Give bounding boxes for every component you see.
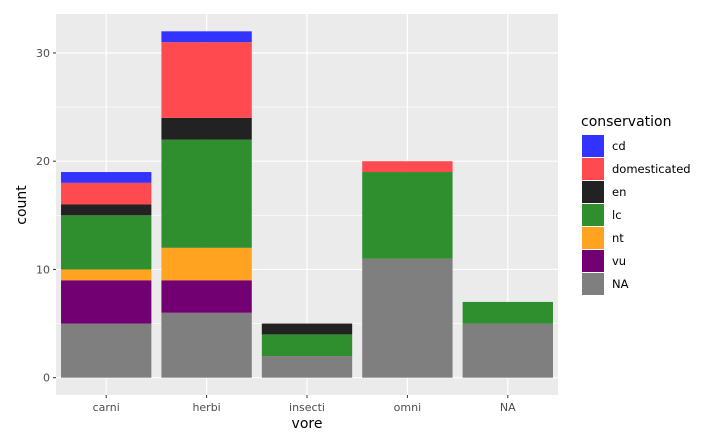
- bar-segment-nt-carni: [61, 269, 152, 281]
- legend-key-nt: [582, 227, 604, 249]
- legend-title: conservation: [581, 114, 671, 130]
- legend-label-domesticated: domesticated: [612, 162, 691, 176]
- bar-segment-lc-insecti: [261, 334, 353, 357]
- legend-label-nt: nt: [612, 231, 624, 245]
- bar-segment-lc-omni: [362, 172, 453, 259]
- bar-segment-na-carni: [61, 323, 152, 378]
- y-axis: 0 10 20 30: [36, 47, 56, 385]
- bar-segment-na-insecti: [261, 356, 353, 378]
- legend-label-na: NA: [612, 277, 629, 291]
- bar-segment-domesticated-omni: [362, 161, 453, 173]
- bar-segment-lc-na: [462, 301, 553, 324]
- legend-key-na: [582, 273, 604, 295]
- legend-key-domesticated: [582, 158, 604, 180]
- bar-segment-cd-herbi: [161, 31, 252, 43]
- legend-key-en: [582, 181, 604, 203]
- x-axis: carni herbi insecti omni NA: [93, 395, 516, 414]
- bar-segment-vu-herbi: [161, 280, 252, 313]
- y-axis-title: count: [14, 185, 30, 225]
- legend-key-vu: [582, 250, 604, 272]
- bar-segment-en-carni: [61, 204, 152, 216]
- bar-segment-nt-herbi: [161, 247, 252, 281]
- bar-segment-domesticated-carni: [61, 182, 152, 205]
- legend-label-lc: lc: [612, 208, 622, 222]
- bar-segment-lc-herbi: [161, 139, 252, 248]
- bars: [61, 31, 553, 378]
- legend-key-lc: [582, 204, 604, 226]
- x-axis-title: vore: [292, 416, 323, 432]
- x-tick-label: omni: [394, 401, 421, 414]
- legend-key-cd: [582, 135, 604, 157]
- bar-segment-na-na: [462, 323, 553, 378]
- bar-segment-en-insecti: [261, 323, 353, 335]
- bar-segment-vu-carni: [61, 280, 152, 324]
- legend: conservation cd domesticated en lc nt vu NA: [581, 114, 691, 295]
- legend-label-vu: vu: [612, 254, 626, 268]
- x-tick-label: insecti: [289, 401, 325, 414]
- y-tick-label: 30: [36, 47, 50, 60]
- y-tick-label: 20: [36, 155, 50, 168]
- bar-segment-na-herbi: [161, 312, 252, 378]
- y-tick-label: 10: [36, 263, 50, 276]
- x-tick-label: NA: [500, 401, 516, 414]
- x-tick-label: carni: [93, 401, 120, 414]
- bar-segment-na-omni: [362, 258, 453, 378]
- y-tick-label: 0: [43, 372, 50, 385]
- bar-segment-en-herbi: [161, 117, 252, 140]
- bar-segment-cd-carni: [61, 172, 152, 183]
- bar-segment-domesticated-herbi: [161, 42, 252, 118]
- legend-label-cd: cd: [612, 139, 626, 153]
- legend-label-en: en: [612, 185, 626, 199]
- x-tick-label: herbi: [192, 401, 220, 414]
- bar-segment-lc-carni: [61, 215, 152, 270]
